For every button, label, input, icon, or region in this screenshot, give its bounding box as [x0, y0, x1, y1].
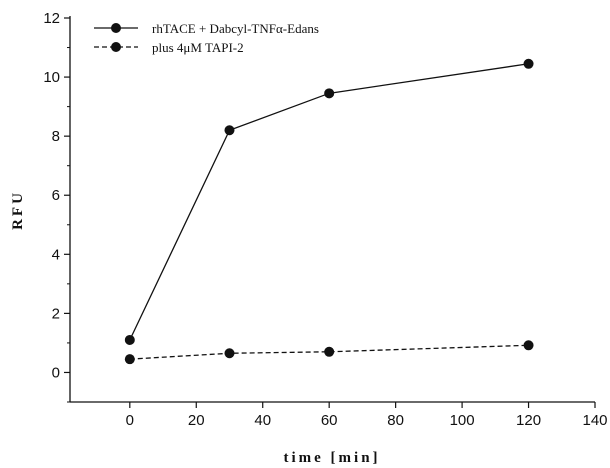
- series-2-point: [124, 354, 135, 365]
- x-tick-label: 20: [188, 412, 205, 429]
- legend-marker-2: [111, 42, 121, 52]
- series-1-point: [224, 125, 235, 136]
- legend: rhTACE + Dabcyl-TNFα-Edans plus 4μM TAPI-…: [94, 21, 319, 55]
- x-tick-label: 120: [516, 412, 541, 429]
- series-line-1: [129, 63, 529, 341]
- series-2-point: [324, 346, 335, 357]
- y-tick-label: 2: [52, 305, 60, 322]
- x-tick-label: 80: [387, 412, 404, 429]
- x-tick-label: 0: [126, 412, 134, 429]
- y-tick-label: 10: [43, 69, 60, 86]
- series-1-point: [124, 334, 135, 345]
- x-tick-label: 60: [321, 412, 338, 429]
- y-tick-label: 0: [52, 364, 60, 381]
- x-tick-label: 40: [254, 412, 271, 429]
- series-1-point: [523, 58, 534, 69]
- x-axis-title: time [min]: [283, 450, 380, 466]
- legend-label-1: rhTACE + Dabcyl-TNFα-Edans: [152, 21, 319, 36]
- series-2-point: [224, 348, 235, 359]
- series-line-2: [129, 344, 529, 360]
- legend-marker-1: [111, 23, 121, 33]
- legend-label-2: plus 4μM TAPI-2: [152, 40, 244, 55]
- x-tick-label: 140: [582, 412, 607, 429]
- y-tick-label: 8: [52, 128, 60, 145]
- x-tick-label: 100: [450, 412, 475, 429]
- y-tick-label: 4: [52, 246, 60, 263]
- y-axis-title: RFU: [10, 190, 26, 230]
- y-tick-label: 6: [52, 187, 60, 204]
- series-2-point: [523, 340, 534, 351]
- series-1-point: [324, 88, 335, 99]
- series-layer: [124, 58, 534, 365]
- y-tick-label: 12: [43, 10, 60, 27]
